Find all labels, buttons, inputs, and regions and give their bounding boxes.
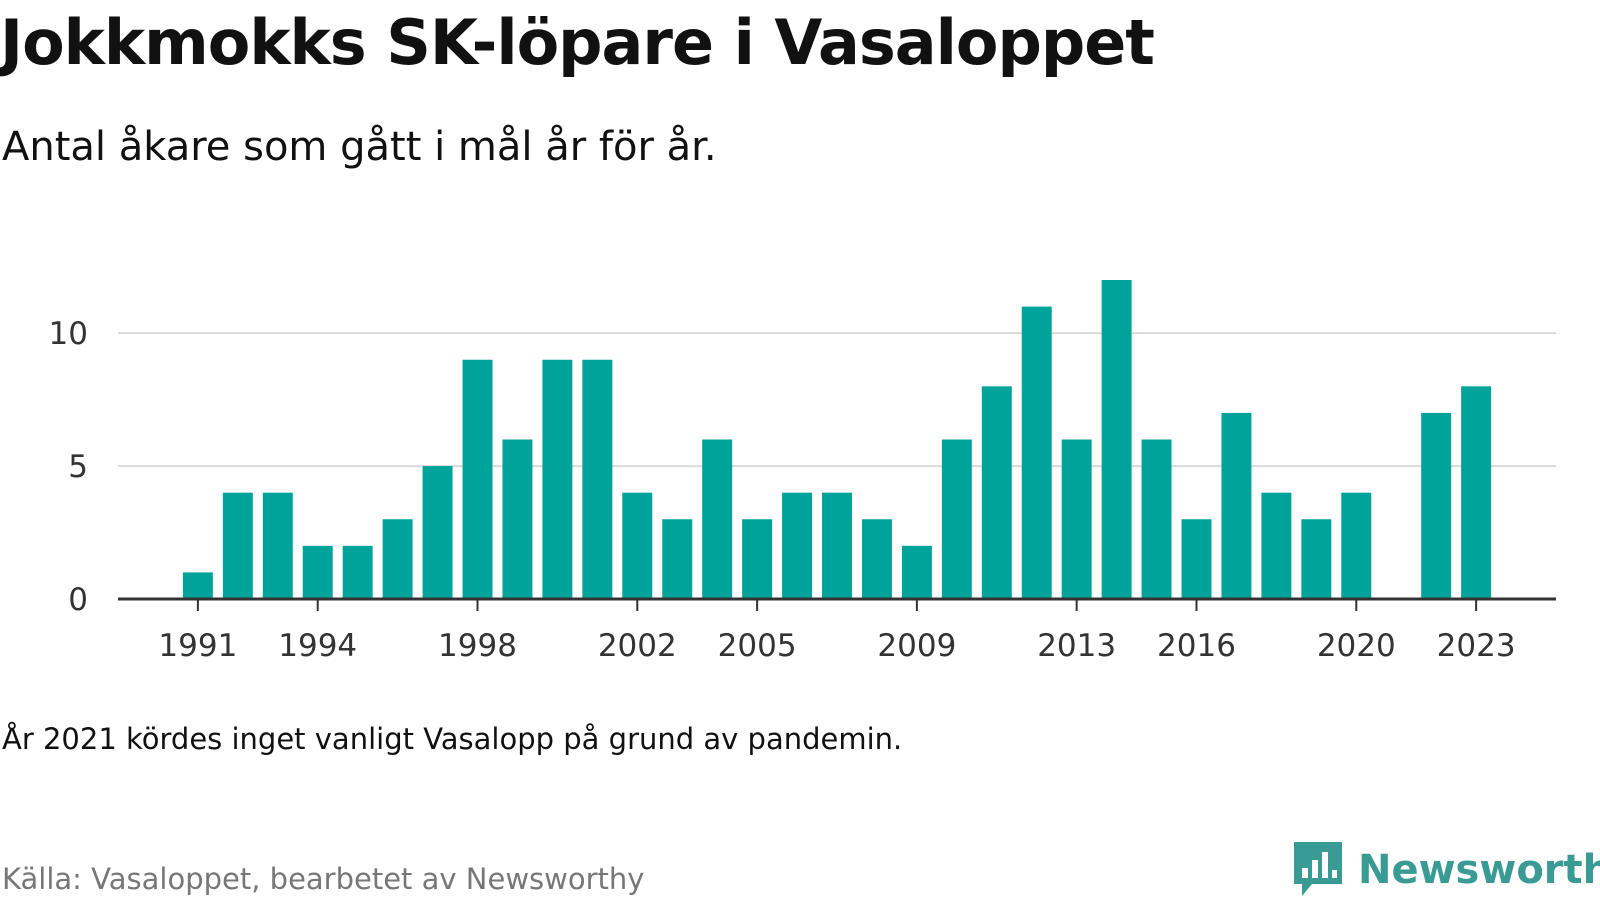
bar-2020 [1341,492,1372,599]
y-tick-label: 10 [49,316,88,352]
bar-2015 [1141,439,1172,599]
x-tick-label: 2002 [598,628,677,664]
bar-chart: 0 5 10 1991 1994 1998 2002 2005 2009 2013 2016 2020… [49,280,1556,664]
bar-1999 [502,439,533,599]
bar-1995 [342,545,373,599]
x-tick-label: 2016 [1157,628,1236,664]
brand-logo: Newsworthy [1290,840,1600,900]
bar-2000 [542,359,573,599]
bar-2009 [901,545,932,599]
bar-2016 [1181,519,1212,599]
bar-2023 [1461,386,1492,599]
chart-note: År 2021 kördes inget vanligt Vasalopp på… [2,722,903,756]
x-tick-label: 2023 [1437,628,1516,664]
bar-1996 [382,519,413,599]
bar-2010 [941,439,972,599]
bar-2011 [981,386,1012,599]
x-tick-label: 1991 [158,628,237,664]
x-tick-label: 2005 [718,628,797,664]
bar-1992 [222,492,253,599]
bar-2022 [1421,412,1452,599]
bar-2018 [1261,492,1292,599]
bar-2005 [742,519,773,599]
bar-chart-speech-bubble-icon [1294,842,1342,896]
source-text: Källa: Vasaloppet, bearbetet av Newswort… [2,862,645,896]
bar-1998 [462,359,493,599]
bar-2014 [1101,280,1132,599]
bar-2012 [1021,306,1052,599]
bar-2002 [622,492,653,599]
x-tick-label: 2020 [1317,628,1396,664]
bar-1993 [262,492,293,599]
bar-2001 [582,359,613,599]
bar-2019 [1301,519,1332,599]
x-tick-label: 2013 [1037,628,1116,664]
bar-2008 [861,519,892,599]
bar-2004 [702,439,733,599]
y-tick-label: 5 [68,449,88,485]
bar-2013 [1061,439,1092,599]
chart-title: Jokkmokks SK-löpare i Vasaloppet [0,6,1155,79]
x-tick-label: 1994 [278,628,357,664]
x-tick-label: 1998 [438,628,517,664]
bar-2007 [822,492,852,599]
x-tick-label: 2009 [877,628,956,664]
bar-2006 [782,492,813,599]
bar-2003 [662,519,693,599]
y-tick-label: 0 [68,582,88,618]
bar-2017 [1221,412,1252,599]
chart-subtitle: Antal åkare som gått i mål år för år. [2,124,717,170]
bar-1997 [422,466,453,599]
brand-name: Newsworthy [1358,847,1600,893]
bar-1991 [182,572,213,599]
bar-1994 [302,545,333,599]
